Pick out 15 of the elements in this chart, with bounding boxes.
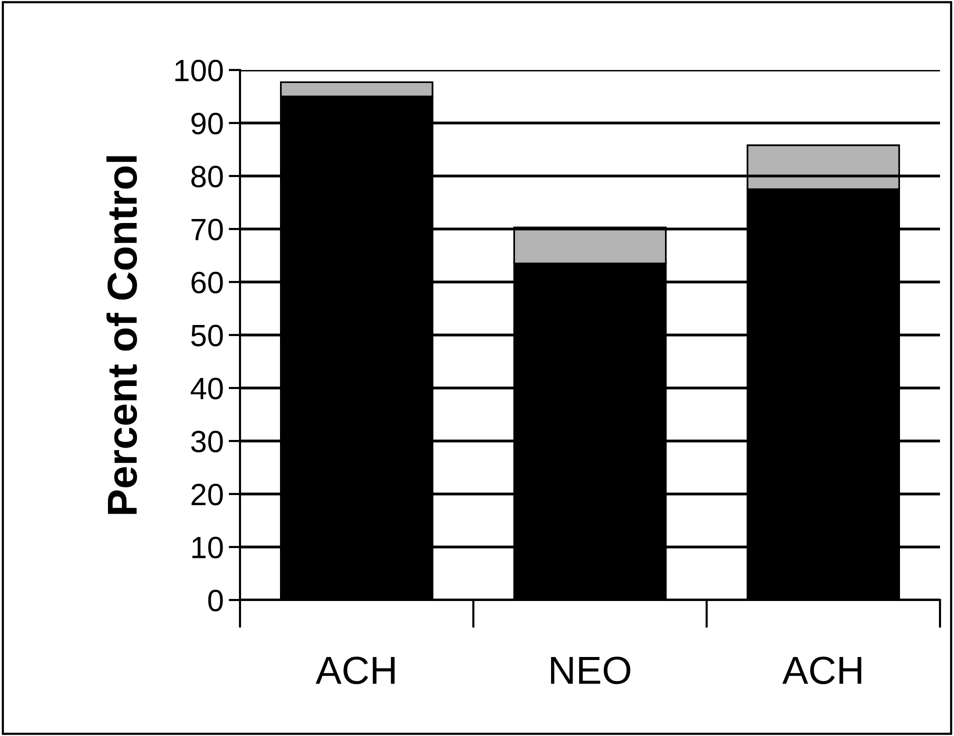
- x-tick-label: ACH: [782, 656, 862, 684]
- y-tick-label: 90: [191, 112, 223, 134]
- y-axis-title: Percent of Control: [106, 156, 138, 514]
- y-tick-label: 40: [190, 378, 223, 400]
- y-tick-label: 30: [191, 430, 223, 452]
- y-tick-label: 10: [192, 536, 223, 558]
- y-tick-label: 50: [191, 324, 223, 346]
- x-tick-label: NEO: [551, 656, 630, 684]
- y-tick-label: 20: [192, 484, 223, 506]
- x-tick-label: ACH: [316, 656, 395, 684]
- y-tick-label: 60: [192, 272, 223, 294]
- y-tick-label: 100: [175, 60, 223, 82]
- y-tick-label: 70: [192, 218, 223, 240]
- y-tick-label: 0: [208, 590, 223, 612]
- y-tick-label: 80: [191, 166, 223, 188]
